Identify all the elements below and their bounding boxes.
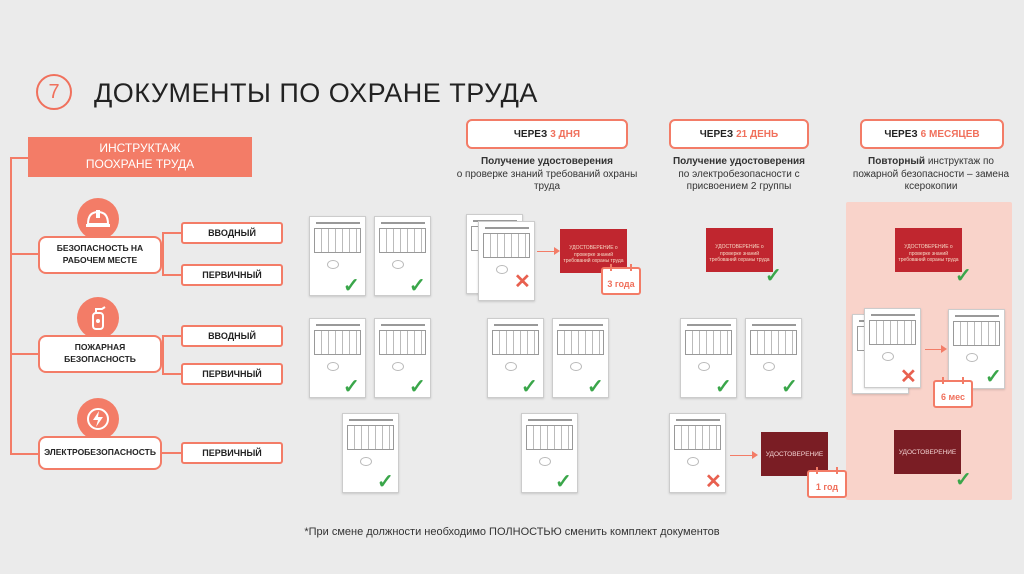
cross-icon: ✕ (514, 271, 531, 293)
check-icon: ✓ (955, 265, 972, 287)
arrow-head-icon (554, 247, 560, 255)
period-desc-3: Повторный инструктаж по пожарной безопас… (850, 156, 1012, 194)
check-icon: ✓ (377, 471, 394, 493)
check-icon: ✓ (985, 366, 1002, 388)
sub-primary-3[interactable]: ПЕРВИЧНЫЙ (181, 442, 283, 464)
check-icon: ✓ (521, 376, 538, 398)
document-thumbnail (309, 216, 366, 296)
calendar-1-year: 1 год (807, 467, 847, 498)
desc-text: инструктаж по пожарной безопасности – за… (852, 156, 1010, 192)
period-desc-2: Получение удостоверения по электробезопас… (656, 156, 822, 194)
hard-hat-icon (77, 198, 119, 240)
main-instruction-box: ИНСТРУКТАЖ ПООХРАНЕ ТРУДА (28, 137, 252, 177)
desc-text: по электробезопасности с присвоением 2 г… (678, 168, 800, 193)
check-icon: ✓ (587, 376, 604, 398)
cross-icon: ✕ (900, 366, 917, 388)
check-icon: ✓ (781, 376, 798, 398)
category-fire-safety[interactable]: ПОЖАРНАЯ БЕЗОПАСНОСТЬ (38, 335, 162, 373)
arrow-head-icon (752, 451, 758, 459)
page-title: ДОКУМЕНТЫ ПО ОХРАНЕ ТРУДА (94, 78, 538, 108)
period-value: 21 ДЕНЬ (736, 128, 779, 140)
period-3-days: ЧЕРЕЗ 3 ДНЯ (466, 119, 628, 149)
certificate-red: УДОСТОВЕРЕНИЕ о проверке знаний требован… (706, 228, 773, 272)
period-prefix: ЧЕРЕЗ (884, 128, 918, 140)
certificate-red: УДОСТОВЕРЕНИЕ о проверке знаний требован… (560, 229, 627, 273)
check-icon: ✓ (955, 469, 972, 491)
category-label: БЕЗОПАСНОСТЬ НА РАБОЧЕМ МЕСТЕ (56, 243, 144, 265)
document-thumbnail (552, 318, 609, 398)
branch-line (162, 274, 182, 276)
category-label: ПОЖАРНАЯ БЕЗОПАСНОСТЬ (64, 342, 136, 364)
category-workplace-safety[interactable]: БЕЗОПАСНОСТЬ НА РАБОЧЕМ МЕСТЕ (38, 236, 162, 274)
tree-line (10, 253, 38, 255)
tree-line (10, 453, 38, 455)
calendar-3-years: 3 года (601, 264, 641, 295)
sub-intro-2[interactable]: ВВОДНЫЙ (181, 325, 283, 347)
document-thumbnail (521, 413, 578, 493)
branch-line (162, 335, 182, 337)
check-icon: ✓ (343, 275, 360, 297)
document-thumbnail (948, 309, 1005, 389)
cross-icon: ✕ (705, 471, 722, 493)
document-thumbnail (478, 221, 535, 301)
slide-number: 7 (36, 74, 72, 110)
desc-text: о проверке знаний требований охраны труд… (456, 168, 638, 193)
document-thumbnail (342, 413, 399, 493)
document-thumbnail (745, 318, 802, 398)
fire-extinguisher-icon (77, 297, 119, 339)
arrow-head-icon (941, 345, 947, 353)
branch-line (162, 232, 182, 234)
tree-trunk-line (10, 157, 12, 455)
document-thumbnail (374, 318, 431, 398)
period-21-days: ЧЕРЕЗ 21 ДЕНЬ (669, 119, 809, 149)
sub-primary-2[interactable]: ПЕРВИЧНЫЙ (181, 363, 283, 385)
certificate-red: УДОСТОВЕРЕНИЕ о проверке знаний требован… (895, 228, 962, 272)
check-icon: ✓ (555, 471, 572, 493)
footer-note: *При смене должности необходимо ПОЛНОСТЬ… (304, 526, 720, 538)
branch-line (162, 373, 182, 375)
document-thumbnail (864, 308, 921, 388)
desc-bold: Получение удостоверения (480, 156, 614, 167)
arrow-line (537, 251, 557, 252)
period-desc-1: Получение удостоверения о проверке знаний… (455, 156, 639, 194)
period-value: 6 МЕСЯЦЕВ (920, 128, 980, 140)
arrow-line (730, 455, 754, 456)
desc-bold: Получение удостоверения (672, 156, 806, 167)
period-prefix: ЧЕРЕЗ (699, 128, 734, 140)
desc-bold: Повторный (868, 156, 926, 167)
check-icon: ✓ (409, 376, 426, 398)
document-thumbnail (680, 318, 737, 398)
category-label: ЭЛЕКТРОБЕЗОПАСНОСТЬ (44, 447, 156, 458)
tree-line (10, 157, 28, 159)
sub-intro-1[interactable]: ВВОДНЫЙ (181, 222, 283, 244)
period-6-months: ЧЕРЕЗ 6 МЕСЯЦЕВ (860, 119, 1004, 149)
calendar-6-months: 6 мес (933, 377, 973, 408)
main-box-label: ИНСТРУКТАЖ ПООХРАНЕ ТРУДА (85, 141, 195, 171)
document-thumbnail (487, 318, 544, 398)
category-electrical-safety[interactable]: ЭЛЕКТРОБЕЗОПАСНОСТЬ (38, 436, 162, 470)
branch-line (162, 452, 182, 454)
certificate-dark: УДОСТОВЕРЕНИЕ (894, 430, 961, 474)
branch-line (162, 232, 164, 276)
tree-line (10, 353, 38, 355)
check-icon: ✓ (409, 275, 426, 297)
check-icon: ✓ (765, 265, 782, 287)
branch-line (162, 335, 164, 375)
period-value: 3 ДНЯ (550, 128, 581, 140)
lightning-icon (77, 398, 119, 440)
document-thumbnail (309, 318, 366, 398)
document-thumbnail (374, 216, 431, 296)
check-icon: ✓ (343, 376, 360, 398)
check-icon: ✓ (715, 376, 732, 398)
sub-primary-1[interactable]: ПЕРВИЧНЫЙ (181, 264, 283, 286)
document-thumbnail (669, 413, 726, 493)
period-prefix: ЧЕРЕЗ (513, 128, 548, 140)
arrow-line (925, 349, 943, 350)
